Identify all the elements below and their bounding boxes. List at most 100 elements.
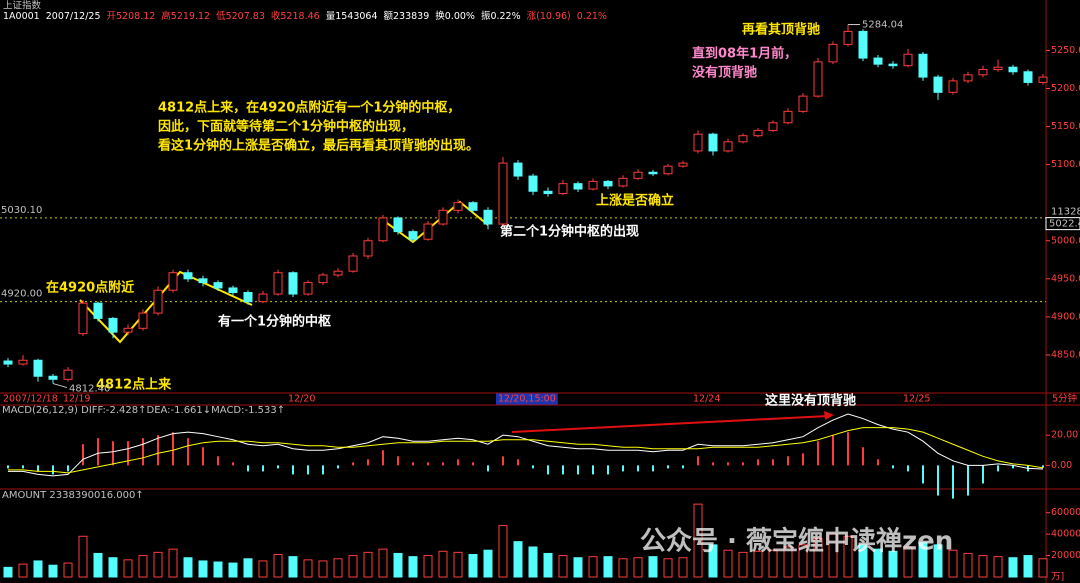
volume-bar <box>633 557 643 578</box>
candle-body <box>438 209 448 225</box>
last-price: 5022.49 <box>1049 219 1080 230</box>
volume-bar <box>3 566 13 578</box>
volume-bar <box>978 555 988 578</box>
volume-bar <box>948 549 958 578</box>
candle-body <box>318 274 328 284</box>
candle-body <box>678 162 688 167</box>
candle-body <box>528 175 538 192</box>
volume-bar <box>648 556 658 578</box>
volume-bar <box>723 549 733 578</box>
annotation: 上涨是否确立 <box>596 193 674 209</box>
candle-body <box>948 80 958 93</box>
candle-body <box>708 133 718 152</box>
candle-body <box>618 177 628 187</box>
candle-body <box>243 292 253 303</box>
volume-bar <box>378 548 388 578</box>
quote-field: 1A0001 <box>3 11 40 22</box>
volume-bar <box>63 562 73 578</box>
volume-bar <box>168 548 178 578</box>
volume-bar <box>228 562 238 578</box>
volume-bar <box>1038 558 1048 578</box>
volume-bar <box>423 555 433 578</box>
y-tick-label: 5200.00 <box>1051 83 1080 94</box>
quote-field: 2007/12/25 <box>46 11 101 22</box>
extreme-pointer <box>52 383 68 389</box>
candle-body <box>393 217 403 233</box>
x-tick-label: 2007/12/18 <box>3 394 58 405</box>
candle-body <box>333 270 343 276</box>
high-label: 5284.04 <box>862 20 903 31</box>
quote-field: 收5218.46 <box>271 10 320 22</box>
candle-body <box>453 202 463 211</box>
candle-body <box>378 217 388 242</box>
volume-bar <box>483 549 493 578</box>
volume-bar <box>603 556 613 578</box>
candle-body <box>993 66 1003 70</box>
volume-bar <box>243 558 253 578</box>
candle-body <box>408 231 418 240</box>
candle-body <box>603 180 613 187</box>
volume-bar <box>33 560 43 578</box>
pivot-zigzag <box>79 270 253 344</box>
volume-bar <box>738 551 748 578</box>
candle-body <box>363 240 373 257</box>
x-tick-label: 12/19 <box>63 394 90 405</box>
x-tick-label: 12/24 <box>693 394 720 405</box>
annotation: 因此，下面就等待第二个1分钟中枢的出现， <box>158 119 414 135</box>
quote-field: 振0.22% <box>481 10 521 22</box>
candle-body <box>468 202 478 211</box>
candle-body <box>183 272 193 280</box>
volume-bar <box>753 550 763 578</box>
volume-bar <box>333 558 343 578</box>
volume-bar <box>813 537 823 578</box>
annotation: 直到08年1月前， <box>692 46 797 62</box>
volume-bar <box>123 559 133 578</box>
volume-bar <box>498 525 508 578</box>
volume-bar <box>48 564 58 578</box>
volume-bar <box>153 551 163 578</box>
volume-bar <box>108 557 118 578</box>
quote-field: 换0.00% <box>435 10 475 22</box>
annotation: 再看其顶背驰 <box>742 22 820 38</box>
candle-body <box>513 162 523 177</box>
volume-bar <box>828 533 838 578</box>
candle-body <box>33 359 43 377</box>
candle-body <box>303 282 313 295</box>
candle-body <box>543 190 553 195</box>
volume-bar <box>198 560 208 578</box>
quote-field: 开5208.12 <box>107 11 156 22</box>
volume-bar <box>693 503 703 578</box>
x-tick-label: 12/20 <box>288 394 315 405</box>
candle-body <box>858 30 868 59</box>
annotation: 没有顶背驰 <box>692 65 757 81</box>
low-label: 4812.40 <box>69 384 110 395</box>
volume-bar <box>1023 555 1033 578</box>
y-tick-label: 200000 <box>1051 550 1080 561</box>
volume-bar <box>408 556 418 578</box>
volume-bar <box>468 554 478 578</box>
volume-bar <box>918 542 928 578</box>
volume-bar <box>363 551 373 578</box>
candle-body <box>63 369 73 380</box>
volume-bar <box>993 556 1003 578</box>
volume-bar <box>513 541 523 578</box>
quote-field: 涨(10.96) <box>527 11 571 22</box>
candle-body <box>633 171 643 179</box>
candle-body <box>348 255 358 272</box>
volume-bar <box>768 549 778 578</box>
candle-body <box>18 359 28 365</box>
macd-title: MACD(26,12,9) DIFF:-2.428↑DEA:-1.661↓MAC… <box>2 405 285 416</box>
y-tick-label: 600000 <box>1051 507 1080 518</box>
candle-body <box>3 360 13 365</box>
annotation: 4812点上来，在4920点附近有一个1分钟的中枢， <box>158 100 460 116</box>
volume-bar <box>573 557 583 578</box>
quote-field: 额233839 <box>384 10 430 22</box>
volume-box: 11328 <box>1051 207 1080 218</box>
x-tick-label: 12/20,15:00 <box>498 394 556 405</box>
candle-body <box>423 223 433 240</box>
watermark: 公众号 · 薇宝缠中读禅zen <box>640 526 953 557</box>
volume-bar <box>393 552 403 578</box>
quote-info: 1A0001 2007/12/25 开5208.12 高5219.12 低5207.83… <box>3 10 607 22</box>
volume-bar <box>873 548 883 578</box>
